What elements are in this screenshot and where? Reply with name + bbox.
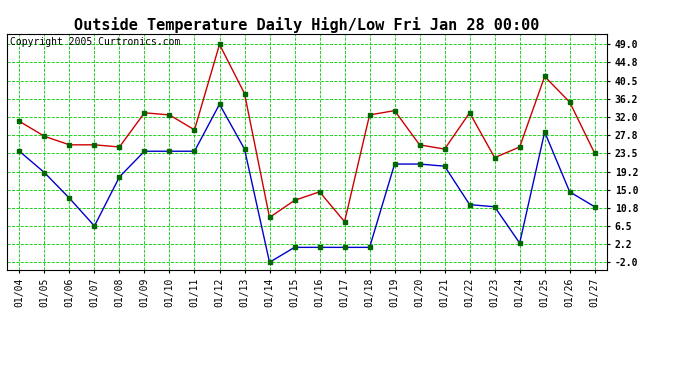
- Title: Outside Temperature Daily High/Low Fri Jan 28 00:00: Outside Temperature Daily High/Low Fri J…: [75, 16, 540, 33]
- Text: Copyright 2005 Curtronics.com: Copyright 2005 Curtronics.com: [10, 37, 180, 47]
